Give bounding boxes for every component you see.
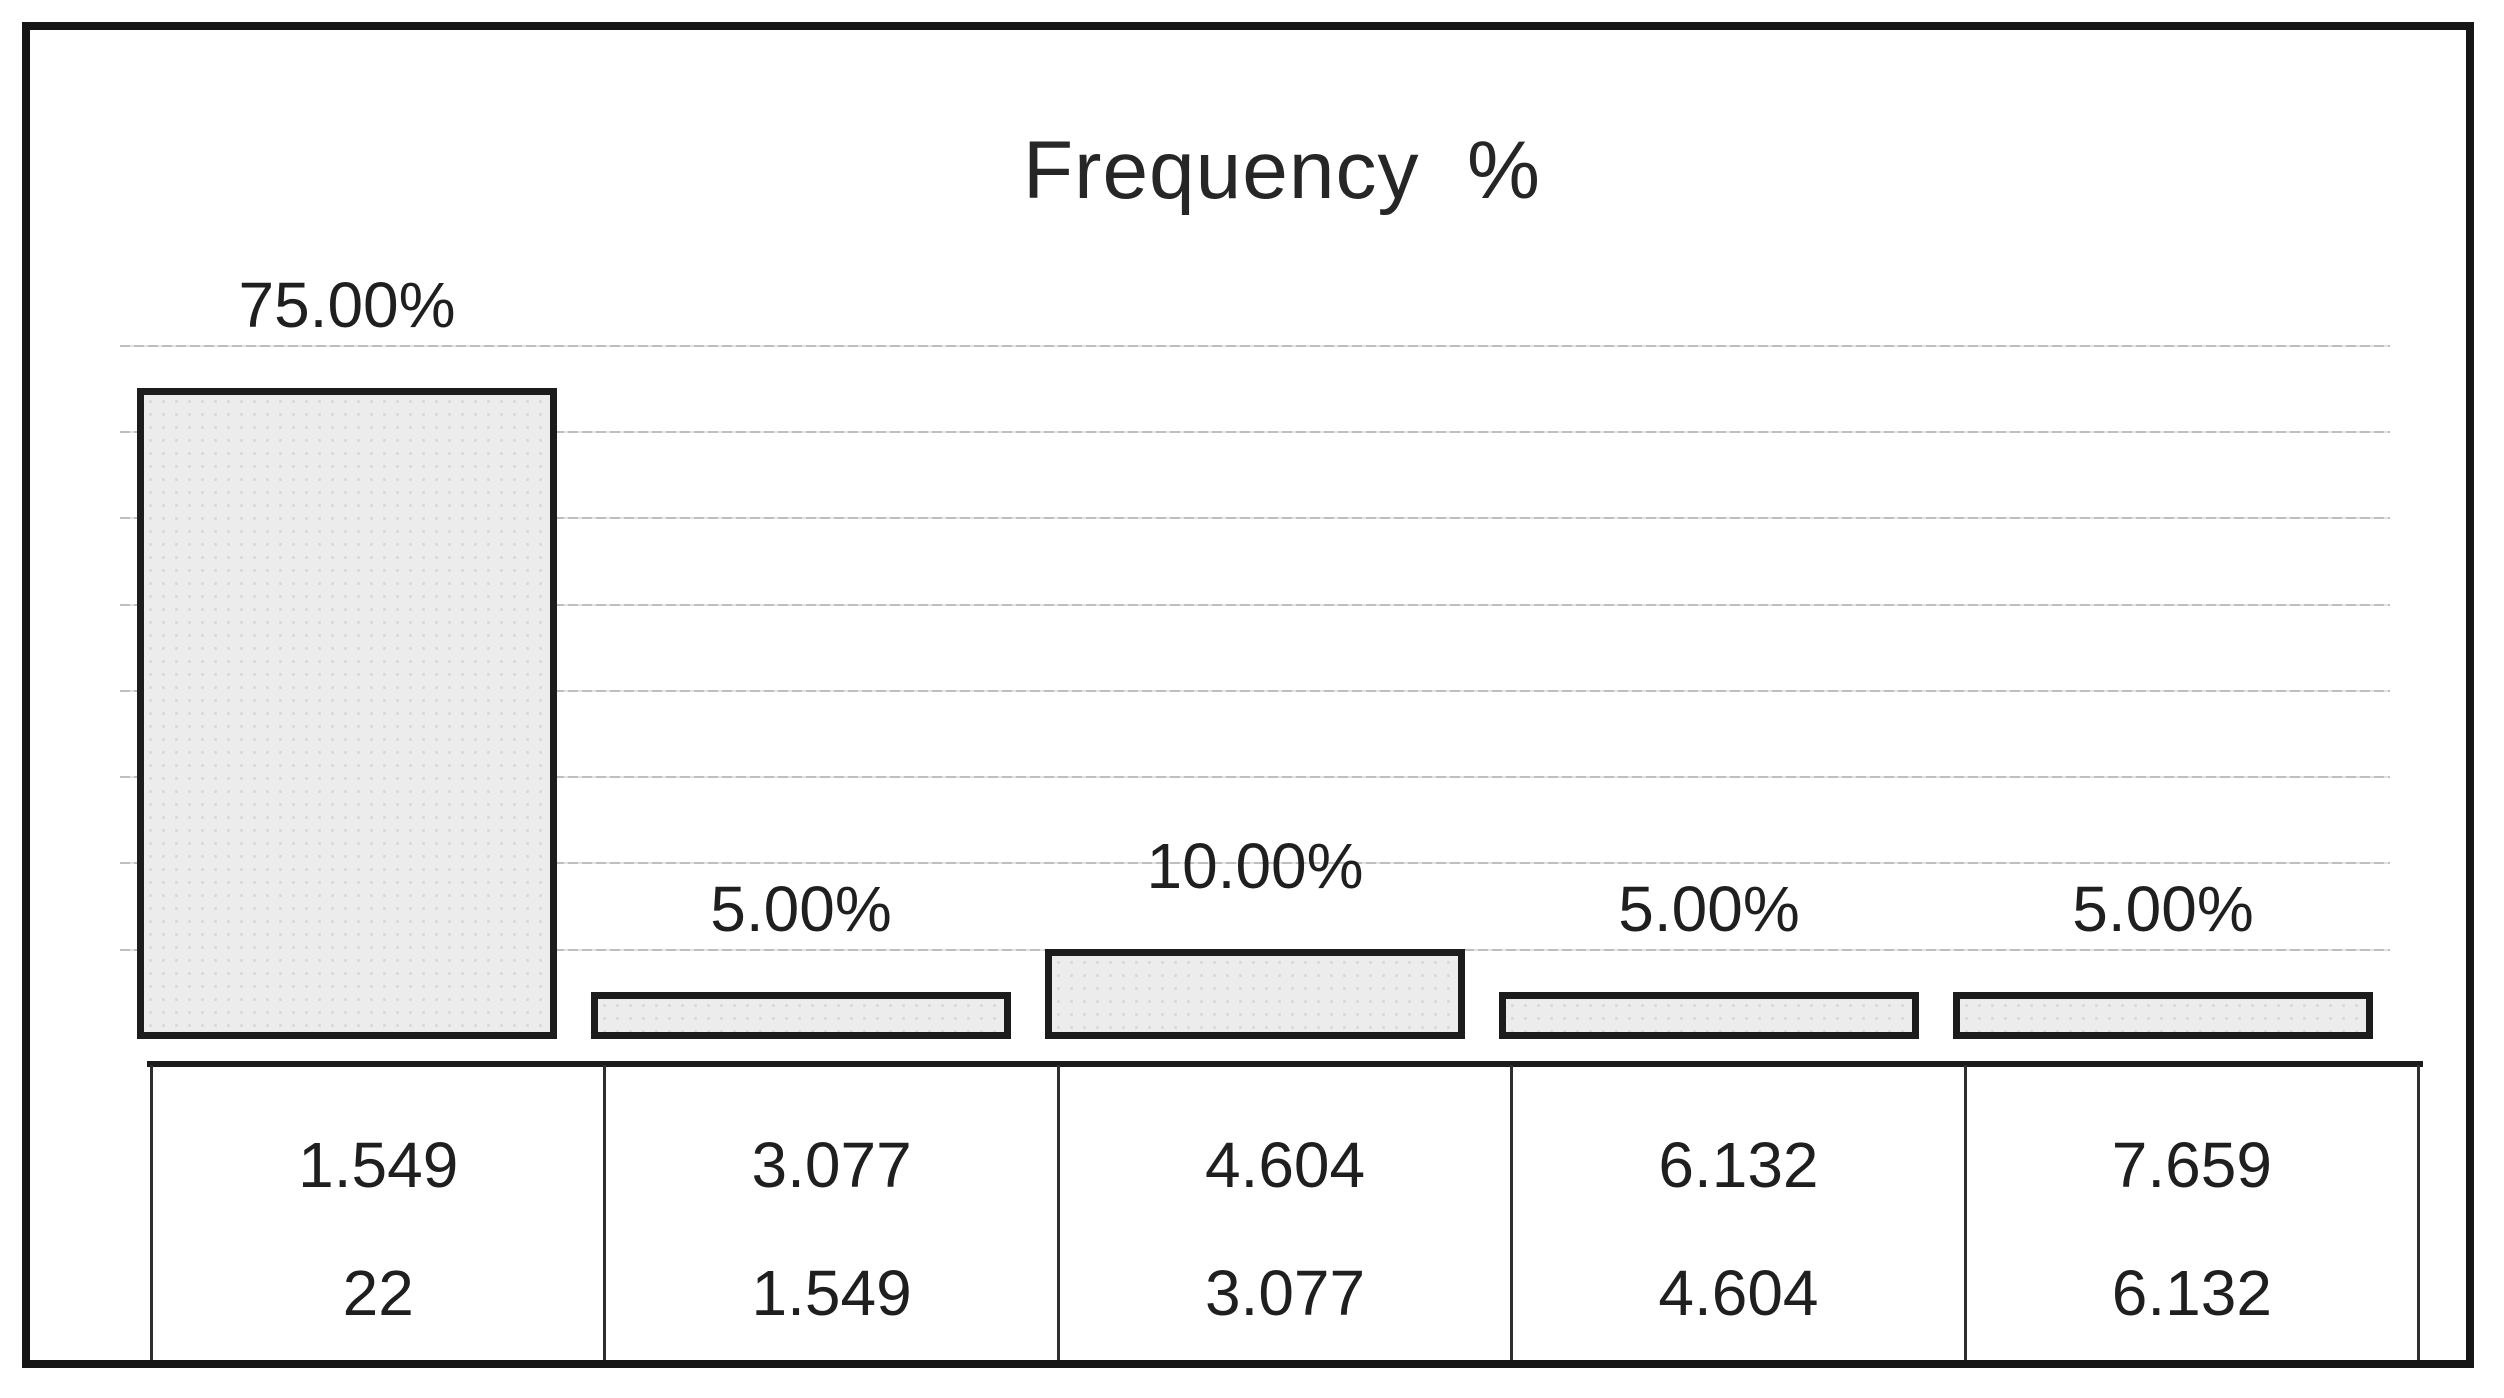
category-axis-table: 1.549 22 3.077 1.549 4.604 3.077 6.132 4.604 7.6… [150, 1065, 2420, 1360]
gridline-50pct [120, 603, 2390, 606]
x-axis-line [147, 1061, 2423, 1067]
bin-lower-value: 3.077 [1204, 1257, 1366, 1329]
bar-value-label-3: 10.00% [1146, 829, 1364, 902]
histogram-bar-5 [1953, 991, 2373, 1039]
chart-title: Frequency % [1023, 125, 1541, 216]
gridline-60pct [120, 517, 2390, 520]
bin-lower-value: 22 [342, 1257, 414, 1329]
gridline-70pct [120, 430, 2390, 433]
histogram-bar-3 [1045, 948, 1465, 1039]
bin-upper-value: 3.077 [751, 1129, 912, 1201]
gridline-30pct [120, 776, 2390, 779]
bin-upper-value: 4.604 [1204, 1129, 1366, 1201]
gridline-40pct [120, 689, 2390, 692]
histogram-bar-1 [137, 387, 557, 1039]
bin-column-3: 4.604 3.077 [1056, 1065, 1510, 1360]
bin-lower-value: 1.549 [751, 1257, 912, 1329]
bar-value-label-5: 5.00% [2072, 872, 2254, 945]
bin-column-2: 3.077 1.549 [603, 1065, 1056, 1360]
bin-column-1: 1.549 22 [150, 1065, 603, 1360]
bar-value-label-4: 5.00% [1618, 872, 1800, 945]
histogram-bar-2 [591, 991, 1011, 1039]
bin-upper-value: 1.549 [298, 1129, 459, 1201]
chart-frame: Frequency % 75.00% 5.00% 10.00% 5.00% 5.00% … [22, 22, 2474, 1368]
histogram-bar-4 [1499, 991, 1919, 1039]
bar-value-label-2: 5.00% [710, 872, 892, 945]
bar-value-label-1: 75.00% [238, 268, 456, 341]
bin-column-4: 6.132 4.604 [1510, 1065, 1963, 1360]
bin-lower-value: 6.132 [2111, 1257, 2272, 1329]
bin-upper-value: 7.659 [2111, 1129, 2272, 1201]
bin-lower-value: 4.604 [1658, 1257, 1819, 1329]
gridline-80pct [120, 344, 2390, 347]
bin-column-5: 7.659 6.132 [1963, 1065, 2417, 1360]
gridline-20pct [120, 862, 2390, 865]
bin-upper-value: 6.132 [1658, 1129, 1819, 1201]
